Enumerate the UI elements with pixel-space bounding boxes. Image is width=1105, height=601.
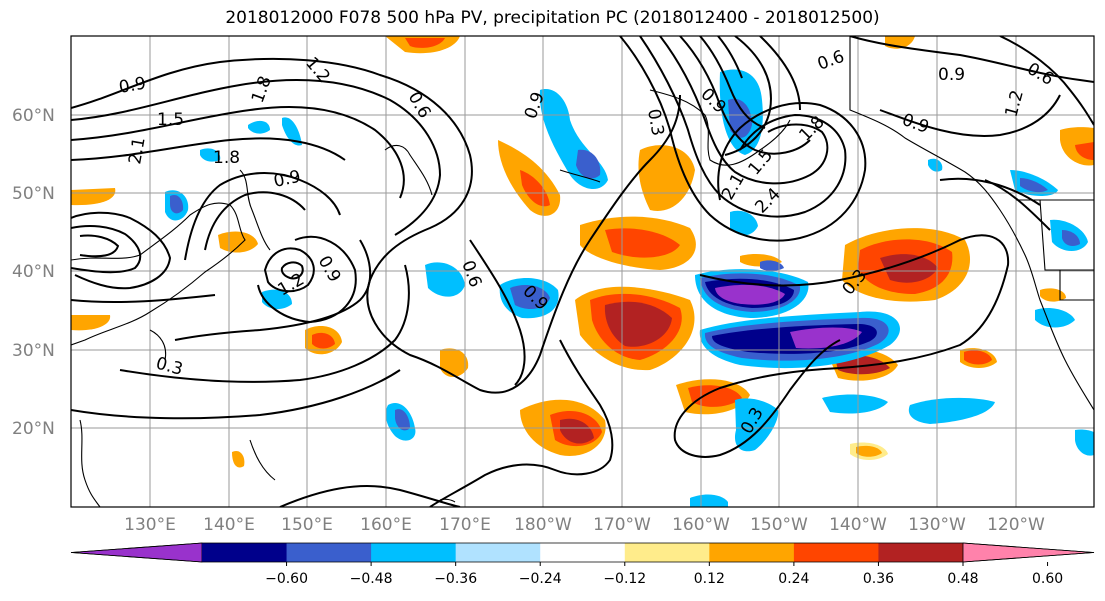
contour-label: 1.8 [213,148,240,168]
contour-label: 0.6 [815,47,847,75]
contour-label: 0.9 [272,167,303,192]
contour-label: 0.9 [314,253,345,286]
contour-label: 1.8 [248,73,276,105]
colorbar-tick-label: −0.48 [350,571,393,587]
colorbar-tick-label: 0.24 [778,571,809,587]
contour-label: 0.9 [899,110,931,138]
coastlines [71,36,1094,507]
colorbar-segment [878,543,964,562]
pv-contours [71,36,1094,507]
lon-label: 120°W [987,515,1045,535]
lat-label: 30°N [12,341,55,361]
colorbar-tick-label: −0.12 [603,571,646,587]
longitude-labels: 130°E 140°E 150°E 160°E 170°E 180°W 170°… [124,515,1045,535]
lon-label: 160°W [672,515,730,535]
colorbar-extend-max [962,542,1095,563]
lon-label: 170°E [439,515,491,535]
contour-label: 2.1 [125,136,149,166]
colorbar-segment [371,543,457,562]
lon-label: 140°W [829,515,887,535]
colorbar-segment [624,543,710,562]
colorbar-outline [70,542,1095,563]
contour-label: 0.9 [117,74,147,98]
colorbar-segment [455,543,541,562]
lat-label: 20°N [12,419,55,439]
colorbar-tick-label: −0.24 [519,571,562,587]
colorbar-segment [793,543,879,562]
figure-title: 2018012000 F078 500 hPa PV, precipitatio… [225,8,880,28]
lon-label: 140°E [203,515,255,535]
lat-label: 40°N [12,262,55,282]
contour-label: 2.4 [751,184,784,217]
colorbar-extend-min [70,542,203,563]
lon-label: 180°W [514,515,572,535]
lon-label: 150°E [281,515,333,535]
colorbar-segment [286,543,372,562]
lat-label: 60°N [12,106,55,126]
colorbar-tick-label: 0.12 [694,571,725,587]
lat-label: 50°N [12,184,55,204]
colorbar-segment [540,543,626,562]
colorbar-tick-label: −0.60 [265,571,308,587]
contour-label: 0.6 [404,89,435,122]
contour-label: 0.6 [1024,59,1057,90]
contour-label: 1.8 [795,112,828,145]
lon-label: 130°W [908,515,966,535]
gridlines [71,36,1094,507]
colorbar-segment [202,543,288,562]
colorbar-tick-label: 0.48 [947,571,978,587]
colorbar-tick-label: 0.36 [863,571,894,587]
contour-label: 0.3 [643,107,667,137]
colorbar-tick-label: 0.60 [1032,571,1063,587]
lon-label: 170°W [593,515,651,535]
contour-label: 0.9 [938,65,965,85]
latitude-labels: 60°N 50°N 40°N 30°N 20°N [12,106,55,439]
colorbar-tick-label: −0.36 [434,571,477,587]
lon-label: 150°W [750,515,808,535]
contour-label: 1.5 [157,110,184,130]
lon-label: 130°E [124,515,176,535]
lon-label: 160°E [360,515,412,535]
colorbar: −0.60 −0.48 −0.36 −0.24 −0.12 0.12 0.24 0.36 0.4… [70,542,1095,587]
colorbar-segment [709,543,795,562]
map-frame [70,35,1095,508]
